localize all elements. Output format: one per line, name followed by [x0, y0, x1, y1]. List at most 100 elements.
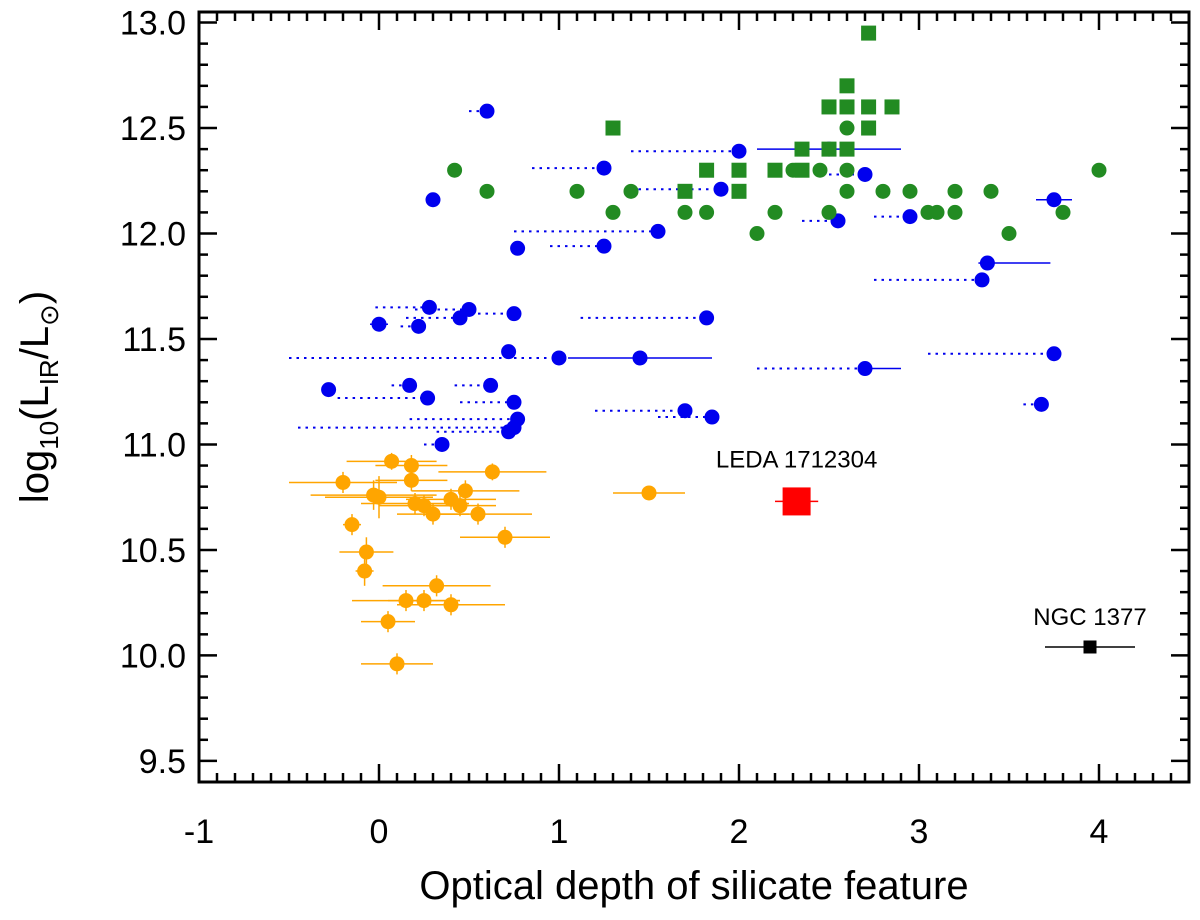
- data-point-circle: [411, 318, 427, 334]
- plot-frame: [197, 10, 1191, 784]
- highlight-marker: [782, 487, 811, 516]
- data-point-circle: [371, 489, 387, 505]
- data-point-circle: [704, 409, 720, 425]
- data-point-circle: [650, 223, 666, 239]
- data-point-circle: [839, 162, 855, 178]
- data-point-circle: [677, 403, 693, 419]
- data-point-square: [861, 99, 877, 115]
- highlight-marker: [1083, 640, 1097, 654]
- data-point-circle: [875, 183, 891, 199]
- y-title-mid2: /L: [13, 326, 57, 359]
- data-point-circle: [452, 498, 468, 514]
- x-tick-label: 1: [550, 813, 569, 851]
- data-point-circle: [371, 316, 387, 332]
- data-point-circle: [429, 578, 445, 594]
- data-point-circle: [947, 204, 963, 220]
- data-point-circle: [699, 310, 715, 326]
- data-point-circle: [506, 394, 522, 410]
- data-point-circle: [857, 361, 873, 377]
- x-tick-label: 3: [910, 813, 929, 851]
- data-point-circle: [551, 350, 567, 366]
- data-point-circle: [839, 120, 855, 136]
- data-point-circle: [767, 204, 783, 220]
- data-point-circle: [358, 544, 374, 560]
- data-point-circle: [1033, 396, 1049, 412]
- data-point-square: [794, 141, 810, 157]
- data-point-circle: [1001, 226, 1017, 242]
- y-tick-label: 11.0: [122, 426, 186, 464]
- data-point-circle: [420, 390, 436, 406]
- data-point-square: [677, 183, 693, 199]
- data-point-square: [821, 141, 837, 157]
- data-point-circle: [983, 183, 999, 199]
- y-title-mid: (L: [13, 385, 57, 421]
- data-point-circle: [713, 181, 729, 197]
- data-point-circle: [434, 436, 450, 452]
- data-point-circle: [641, 485, 657, 501]
- data-point-circle: [749, 226, 765, 242]
- data-point-circle: [929, 204, 945, 220]
- data-point-circle: [1055, 204, 1071, 220]
- data-point-circle: [443, 597, 459, 613]
- y-tick-label: 13.0: [120, 5, 186, 43]
- x-tick-label: 0: [370, 813, 389, 851]
- data-point-square: [861, 25, 877, 41]
- data-point-circle: [1046, 346, 1062, 362]
- x-tick-label: 4: [1090, 813, 1109, 851]
- data-point-circle: [677, 204, 693, 220]
- data-point-square: [767, 162, 783, 178]
- data-point-circle: [699, 204, 715, 220]
- data-point-circle: [839, 183, 855, 199]
- data-point-circle: [484, 464, 500, 480]
- data-point-square: [731, 183, 747, 199]
- data-point-circle: [470, 506, 486, 522]
- data-point-circle: [384, 453, 400, 469]
- data-point-circle: [380, 614, 396, 630]
- data-point-circle: [425, 192, 441, 208]
- data-point-circle: [857, 166, 873, 182]
- data-point-circle: [398, 593, 414, 609]
- data-point-circle: [821, 204, 837, 220]
- y-title-sub2: IR: [34, 359, 64, 385]
- data-point-circle: [510, 240, 526, 256]
- y-tick-label: 9.5: [139, 743, 186, 781]
- y-tick-label: 12.0: [120, 216, 186, 254]
- y-title-sub1: 10: [34, 421, 64, 450]
- highlight-label: LEDA 1712304: [716, 446, 877, 473]
- data-point-circle: [497, 529, 513, 545]
- data-point-circle: [483, 377, 499, 393]
- data-point-circle: [321, 382, 337, 398]
- data-point-circle: [632, 350, 648, 366]
- data-point-circle: [623, 183, 639, 199]
- data-point-circle: [1046, 192, 1062, 208]
- data-point-circle: [452, 310, 468, 326]
- data-point-circle: [596, 160, 612, 176]
- data-point-square: [821, 99, 837, 115]
- y-tick-label: 12.5: [120, 110, 186, 148]
- data-point-circle: [731, 143, 747, 159]
- y-title-base: log: [13, 450, 57, 503]
- annotations-layer: LEDA 1712304 NGC 1377: [716, 446, 1147, 631]
- data-point-circle: [596, 238, 612, 254]
- data-point-circle: [421, 299, 437, 315]
- data-point-circle: [947, 183, 963, 199]
- y-tick-label: 10.0: [120, 637, 186, 675]
- data-point-circle: [501, 424, 517, 440]
- highlight-label: NGC 1377: [1033, 604, 1146, 631]
- data-point-circle: [403, 458, 419, 474]
- data-point-circle: [335, 474, 351, 490]
- x-tick-label: 2: [730, 813, 749, 851]
- data-point-circle: [389, 656, 405, 672]
- data-point-circle: [974, 272, 990, 288]
- data-point-square: [884, 99, 900, 115]
- data-point-circle: [457, 483, 473, 499]
- data-point-circle: [479, 103, 495, 119]
- y-axis-title: log10(LIR/L⊙): [13, 291, 64, 503]
- data-point-circle: [1091, 162, 1107, 178]
- data-point-circle: [402, 377, 418, 393]
- data-point-circle: [605, 204, 621, 220]
- data-point-circle: [902, 209, 918, 225]
- data-point-square: [839, 141, 855, 157]
- data-point-square: [699, 162, 715, 178]
